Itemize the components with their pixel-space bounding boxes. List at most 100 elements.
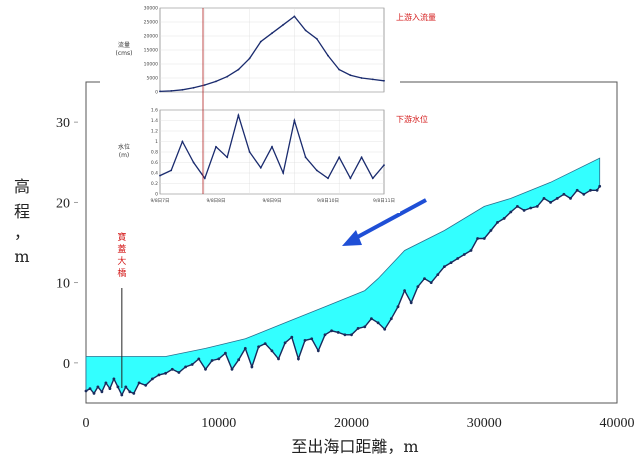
inset-series-point [383, 164, 385, 167]
river-bed-point [489, 229, 493, 232]
river-bed-point [456, 257, 460, 260]
inset-series-point [237, 68, 240, 71]
river-bed-point [104, 381, 108, 385]
inset-series-point [327, 54, 329, 57]
inset-series-point [215, 145, 217, 148]
inset-discharge-ylabel: 流量(cms) [116, 41, 133, 57]
river-bed-point [108, 387, 112, 390]
river-bed-point [250, 365, 254, 369]
river-bed-point [297, 357, 300, 361]
inset-x-tick-label: 9/8日11日 [373, 198, 395, 204]
inset-level-title: 下游水位 [396, 114, 428, 124]
inset-y-tick-label: 0.8 [151, 150, 158, 156]
inset-series-point [383, 79, 385, 82]
inset-series-point [315, 37, 318, 40]
river-bed-point [190, 363, 194, 366]
inset-y-tick-label: 0 [155, 192, 158, 198]
river-bed-point [184, 365, 188, 369]
y-tick-label: 30 [56, 116, 70, 131]
river-bed-point [84, 389, 88, 393]
inset-level-grid [160, 109, 384, 195]
inset-y-tick-label: 1.4 [151, 118, 158, 124]
inset-y-tick-label: 25000 [144, 20, 158, 26]
river-bed-point [323, 333, 327, 337]
river-bed-point [120, 393, 124, 397]
bridge-label-char: 蓋 [117, 243, 126, 255]
river-bed-point [562, 192, 566, 196]
inset-level-series [159, 112, 385, 180]
river-bed-point [303, 339, 307, 342]
y-tick-label: 0 [63, 357, 70, 372]
inset-series-point [192, 86, 195, 89]
inset-series-point [203, 84, 206, 86]
inset-ylabel-text: (cms) [116, 50, 133, 57]
river-bed-point [96, 385, 100, 389]
inset-series-point [271, 32, 273, 35]
inset-series-point [338, 68, 341, 71]
inset-y-tick-label: 30000 [144, 6, 158, 12]
river-bed-point [310, 337, 314, 341]
inset-series-point [349, 177, 352, 180]
river-bed-point [204, 367, 207, 371]
inset-series-point [226, 156, 229, 159]
x-tick-label: 40000 [600, 416, 635, 431]
inset-y-tick-label: 15000 [144, 48, 158, 54]
inset-series-point [282, 23, 285, 26]
river-bed-point [429, 281, 433, 284]
x-tick-labels: 0 10000 20000 30000 40000 [83, 416, 635, 431]
inset-level-x-ticks: 9/8日7日 9/8日8日 9/8日9日 9/8日10日 9/8日11日 [150, 198, 395, 204]
river-bed-point [389, 317, 393, 321]
inset-y-tick-label: 1 [155, 139, 158, 145]
inset-series-point [338, 156, 341, 159]
river-bed-point [569, 197, 572, 200]
river-bed-point [482, 237, 486, 240]
river-bed-point [529, 206, 533, 210]
arrow-icon [342, 198, 427, 246]
river-bed-point [522, 209, 526, 212]
inset-y-tick-label: 5000 [147, 76, 159, 82]
river-bed-point [290, 335, 294, 339]
river-bed-point [542, 197, 546, 200]
river-bed-point [449, 261, 453, 264]
inset-x-tick-label: 9/8日9日 [262, 198, 281, 204]
inset-x-tick-label: 9/8日10日 [317, 198, 339, 204]
river-bed-point [112, 377, 116, 381]
river-bed-point [283, 341, 287, 345]
river-bed-point [316, 349, 320, 353]
inset-discharge-grid [160, 7, 384, 93]
inset-series-point [315, 169, 318, 172]
river-bed-point [549, 201, 552, 204]
x-tick-label: 20000 [334, 416, 369, 431]
inset-y-tick-label: 1.6 [151, 108, 158, 114]
river-bed-line [84, 184, 602, 397]
river-bed-point [343, 333, 347, 337]
river-bed-point [230, 367, 234, 371]
river-bed-point [403, 289, 406, 292]
y-tick-label: 20 [56, 196, 70, 211]
inset-series-point [215, 80, 217, 83]
river-bed-point [363, 325, 367, 329]
bridge-label-char: 寶 [117, 231, 126, 243]
river-bed-point [396, 305, 400, 309]
river-bed-point [197, 357, 201, 361]
inset-series-point [259, 40, 262, 43]
inset-series-point [170, 90, 173, 92]
river-bed-point [217, 357, 221, 361]
inset-series-point [327, 177, 329, 180]
x-axis-title: 至出海口距離，m [291, 437, 418, 456]
river-bed-point [116, 385, 120, 389]
inset-series-point [159, 90, 161, 93]
bridge-label-char: 大 [117, 255, 126, 267]
inset-ylabel-text: 流量 [118, 41, 130, 49]
inset-level-ylabel: 水位(m) [118, 143, 130, 159]
inset-series-point [159, 174, 161, 177]
river-bed-point [170, 367, 174, 371]
inset-x-tick-label: 9/8日7日 [150, 198, 169, 204]
river-bed-point [356, 327, 360, 330]
river-bed-point [132, 392, 136, 395]
river-bed-point [263, 342, 267, 345]
inset-series-point [181, 88, 184, 91]
river-bed-point [383, 327, 387, 331]
river-bed-point [555, 197, 559, 200]
